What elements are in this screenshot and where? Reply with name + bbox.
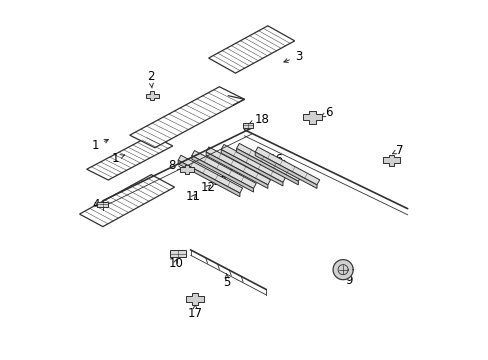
Polygon shape	[206, 152, 267, 188]
Polygon shape	[208, 26, 294, 73]
Text: 16: 16	[268, 153, 286, 166]
Text: 13: 13	[212, 175, 227, 188]
Polygon shape	[178, 160, 240, 197]
Text: 6: 6	[321, 106, 332, 119]
Polygon shape	[186, 293, 203, 305]
Polygon shape	[332, 260, 352, 280]
Polygon shape	[221, 144, 285, 183]
Polygon shape	[206, 147, 270, 185]
Polygon shape	[170, 249, 185, 257]
Text: 15: 15	[243, 154, 258, 167]
Polygon shape	[180, 165, 194, 174]
Text: 7: 7	[392, 144, 403, 157]
Polygon shape	[86, 135, 172, 180]
Polygon shape	[242, 123, 253, 128]
Polygon shape	[145, 91, 159, 100]
Text: 1: 1	[92, 139, 108, 152]
Polygon shape	[236, 143, 301, 181]
Text: 1: 1	[111, 152, 124, 165]
Text: 9: 9	[343, 271, 352, 287]
Polygon shape	[303, 111, 322, 123]
Polygon shape	[221, 149, 283, 186]
Text: 4: 4	[93, 198, 100, 211]
Polygon shape	[178, 155, 242, 193]
Text: 2: 2	[146, 69, 154, 88]
Text: 17: 17	[187, 304, 203, 320]
Text: 18: 18	[248, 113, 268, 126]
Text: 3: 3	[284, 50, 302, 63]
Text: 10: 10	[168, 257, 183, 270]
Text: 12: 12	[200, 181, 215, 194]
Text: 14: 14	[227, 168, 242, 181]
Polygon shape	[382, 154, 399, 166]
Text: 5: 5	[223, 274, 230, 289]
Polygon shape	[255, 147, 319, 185]
Polygon shape	[80, 175, 174, 226]
Polygon shape	[236, 148, 298, 185]
Polygon shape	[97, 202, 108, 207]
Polygon shape	[129, 87, 244, 148]
Polygon shape	[255, 152, 316, 188]
Text: 8: 8	[168, 159, 182, 172]
Text: 11: 11	[186, 190, 201, 203]
Polygon shape	[191, 150, 256, 188]
Polygon shape	[191, 156, 253, 192]
